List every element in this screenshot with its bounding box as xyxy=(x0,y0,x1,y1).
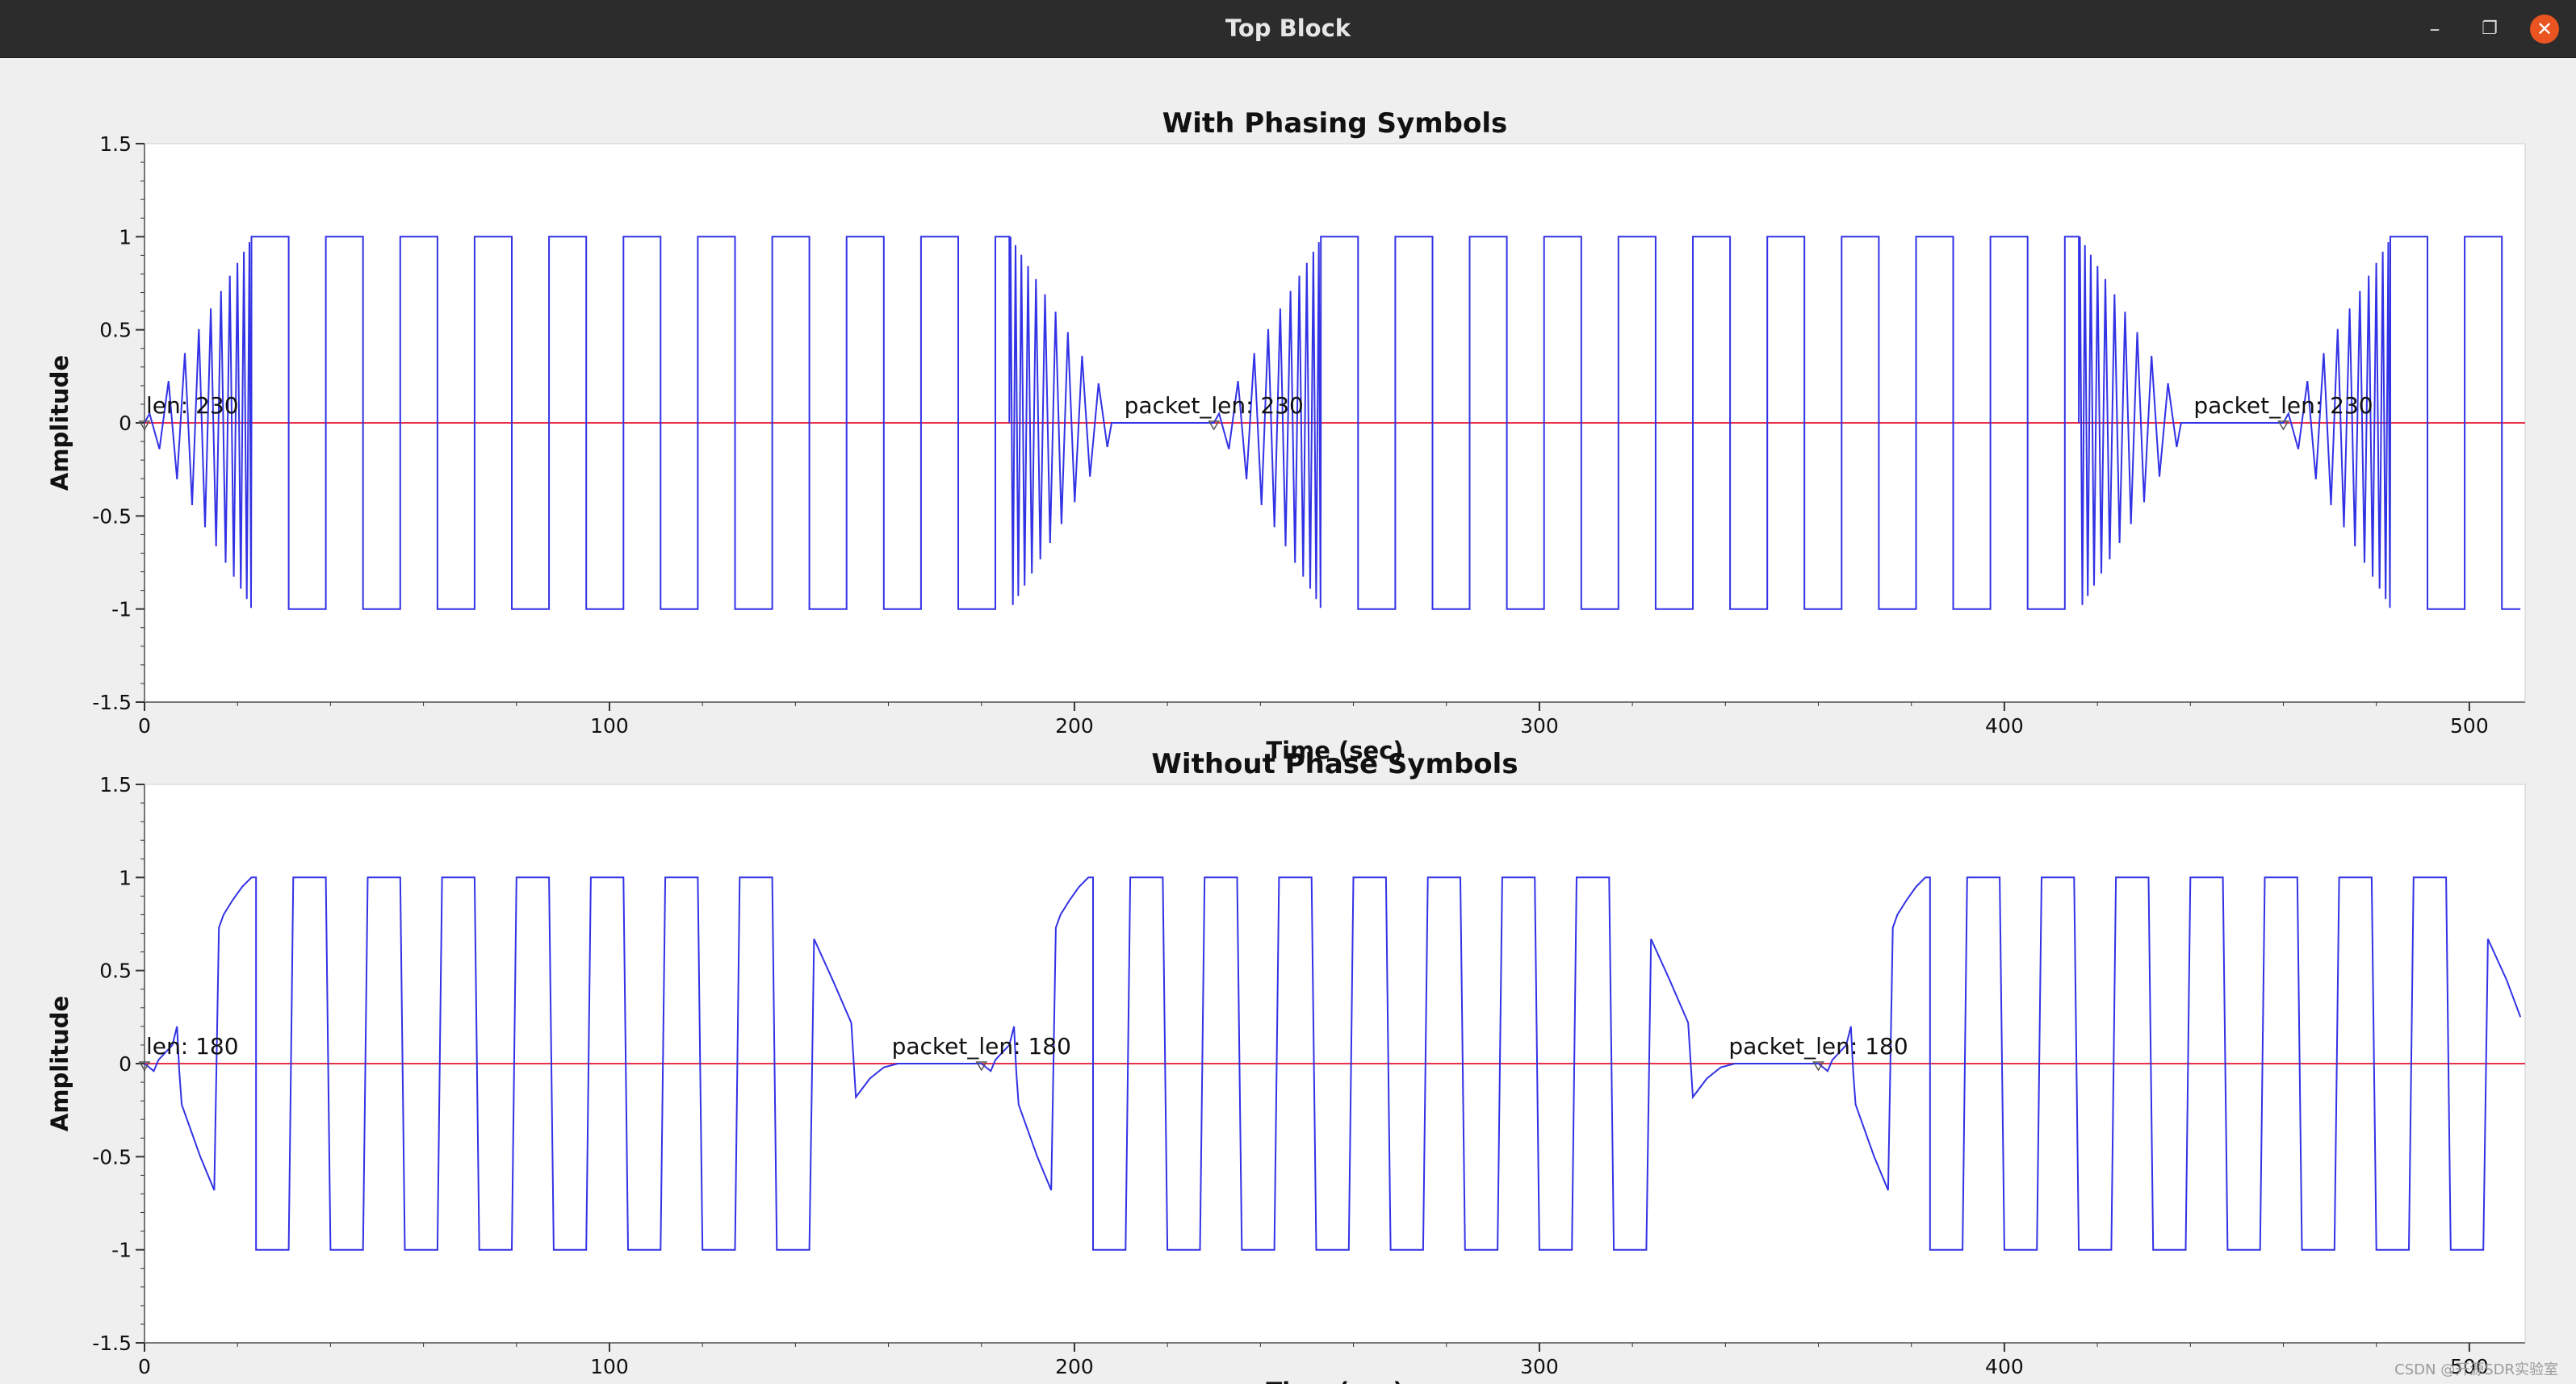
x-axis-label: Time (sec) xyxy=(1266,737,1403,764)
tag-label: packet_len: 230 xyxy=(2193,392,2373,419)
y-tick-label: 1.5 xyxy=(99,773,132,797)
y-tick-label: 0.5 xyxy=(99,319,132,342)
x-tick-label: 500 xyxy=(2450,1355,2489,1378)
y-tick-label: -1 xyxy=(111,598,132,621)
tag-marker xyxy=(2277,420,2289,431)
watermark: CSDN @开源SDR实验室 xyxy=(2394,1361,2558,1378)
tag-marker xyxy=(975,1061,988,1072)
y-tick-label: 1 xyxy=(119,225,132,249)
y-tick-label: 0 xyxy=(119,1052,132,1076)
main-content: With Phasing Symbols Time (sec) Amplitude 1… xyxy=(0,58,2576,1384)
x-tick-label: 0 xyxy=(138,714,151,738)
y-axis-label: Amplitude xyxy=(46,996,73,1131)
chart-title: With Phasing Symbols xyxy=(1162,107,1507,140)
tag-label: packet_len: 180 xyxy=(1728,1033,1908,1060)
x-tick-label: 100 xyxy=(590,1355,629,1378)
minimize-icon[interactable]: – xyxy=(2429,17,2440,41)
y-tick-label: -1.5 xyxy=(92,691,132,714)
tag-label: packet_len: 230 xyxy=(1125,392,1304,419)
x-tick-label: 300 xyxy=(1520,714,1559,738)
x-tick-label: 300 xyxy=(1520,1355,1559,1378)
tag-label: packet_len: 180 xyxy=(892,1033,1071,1060)
tag-marker xyxy=(138,420,151,431)
tag-label: len: 180 xyxy=(146,1033,239,1060)
time-sink-plots: With Phasing Symbols Time (sec) Amplitude 1… xyxy=(46,107,2526,1384)
tag-marker xyxy=(1812,1061,1824,1072)
y-axis-label: Amplitude xyxy=(46,355,73,491)
x-tick-label: 100 xyxy=(590,714,629,738)
y-tick-label: -1.5 xyxy=(92,1332,132,1355)
chart-1: With Phasing Symbols Time (sec) Amplitude 1… xyxy=(46,107,2526,764)
window-title: Top Block xyxy=(1225,15,1351,42)
tag-marker xyxy=(1208,420,1221,431)
x-axis-label: Time (sec) xyxy=(1266,1378,1403,1384)
chart-title: Without Phase Symbols xyxy=(1151,748,1518,780)
y-tick-label: -0.5 xyxy=(92,504,132,528)
restore-icon[interactable]: ❐ xyxy=(2482,19,2498,39)
y-tick-label: 0.5 xyxy=(99,960,132,983)
signal-trace xyxy=(144,236,2521,610)
x-tick-label: 400 xyxy=(1985,714,2024,738)
y-tick-label: -1 xyxy=(111,1239,132,1262)
y-tick-label: 1.5 xyxy=(99,132,132,156)
x-tick-label: 500 xyxy=(2450,714,2489,738)
x-tick-label: 200 xyxy=(1055,1355,1094,1378)
window-titlebar[interactable]: Top Block – ❐ ✕ xyxy=(0,0,2576,58)
chart-2: Without Phase Symbols Time (sec) Amplitude… xyxy=(46,748,2526,1384)
y-tick-label: -0.5 xyxy=(92,1145,132,1169)
x-tick-label: 400 xyxy=(1985,1355,2024,1378)
tag-label: len: 230 xyxy=(146,392,239,419)
x-tick-label: 0 xyxy=(138,1355,151,1378)
signal-trace xyxy=(144,876,2522,1251)
y-tick-label: 0 xyxy=(119,412,132,435)
y-tick-label: 1 xyxy=(119,866,132,889)
close-icon[interactable]: ✕ xyxy=(2530,15,2559,44)
x-tick-label: 200 xyxy=(1055,714,1094,738)
tag-marker xyxy=(138,1061,151,1072)
